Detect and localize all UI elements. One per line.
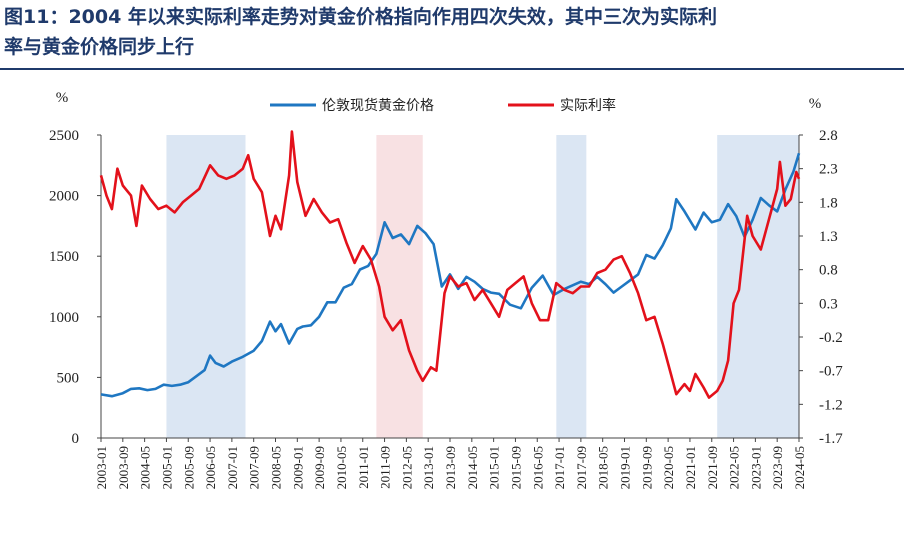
x-tick-label: 2011-09 — [378, 446, 393, 489]
left-tick-label: 500 — [57, 370, 80, 386]
x-tick-label: 2021-01 — [683, 446, 698, 489]
left-unit-label: % — [56, 90, 69, 106]
right-tick-label: 2.8 — [819, 128, 838, 144]
figure-title-line-1: 图11：2004 年以来实际利率走势对黄金价格指向作用四次失效，其中三次为实际利 — [4, 6, 717, 28]
left-tick-label: 2000 — [49, 189, 79, 205]
x-tick-label: 2023-09 — [770, 446, 785, 489]
x-tick-label: 2012-05 — [399, 446, 414, 489]
x-tick-label: 2008-05 — [269, 446, 284, 489]
right-tick-label: -1.7 — [819, 431, 843, 447]
figure-title-line-2: 率与黄金价格同步上行 — [4, 36, 195, 58]
x-tick-label: 2011-01 — [356, 446, 371, 489]
gold-vs-real-rate-chart: 2500 2000 1500 1000 500 0% 2.8 2.3 1.8 1.3 0.8 0.3 -… — [49, 90, 843, 489]
axes: 2500 2000 1500 1000 500 0% 2.8 2.3 1.8 1.3 0.8 0.3 -… — [49, 90, 843, 489]
x-tick-label: 2022-05 — [727, 446, 742, 489]
x-tick-label: 2005-01 — [159, 446, 174, 489]
x-tick-label: 2006-05 — [203, 446, 218, 489]
figure-title: 图11：2004 年以来实际利率走势对黄金价格指向作用四次失效，其中三次为实际利… — [4, 2, 900, 62]
x-tick-label: 2016-05 — [530, 446, 545, 489]
x-tick-label: 2005-09 — [181, 446, 196, 489]
right-tick-label: 0.8 — [819, 263, 838, 279]
shaded-period — [166, 135, 246, 438]
right-tick-label: 1.3 — [819, 229, 838, 245]
legend-gold-label: 伦敦现货黄金价格 — [322, 97, 434, 114]
series-lines — [99, 130, 801, 399]
x-tick-label: 2013-09 — [443, 446, 458, 489]
x-tick-label: 2019-09 — [639, 446, 654, 489]
x-tick-label: 2007-09 — [247, 446, 262, 489]
left-tick-label: 1000 — [49, 310, 79, 326]
x-tick-label: 2020-05 — [661, 446, 676, 489]
x-tick-label: 2018-05 — [596, 446, 611, 489]
left-tick-label: 1500 — [49, 249, 79, 265]
x-tick-label: 2015-09 — [508, 446, 523, 489]
x-tick-label: 2019-01 — [618, 446, 633, 489]
legend: 伦敦现货黄金价格 实际利率 — [270, 97, 616, 114]
legend-rate-label: 实际利率 — [560, 97, 616, 114]
shaded-periods — [166, 135, 799, 438]
shaded-period — [376, 135, 423, 438]
right-unit-label: % — [809, 96, 822, 112]
right-tick-label: -0.7 — [819, 364, 843, 380]
x-tick-label: 2023-01 — [748, 446, 763, 489]
x-tick-label: 2003-01 — [94, 446, 109, 489]
x-tick-label: 2024-05 — [792, 446, 807, 489]
left-tick-label: 2500 — [49, 128, 79, 144]
shaded-period — [717, 135, 799, 438]
right-tick-label: -0.2 — [819, 330, 843, 346]
gold-price-line — [100, 152, 801, 398]
x-tick-label: 2003-09 — [116, 446, 131, 489]
x-tick-label: 2021-09 — [705, 446, 720, 489]
right-tick-label: 2.3 — [819, 162, 838, 178]
x-tick-label: 2007-01 — [225, 446, 240, 489]
x-tick-label: 2009-01 — [290, 446, 305, 489]
right-tick-label: 1.8 — [819, 195, 838, 211]
x-tick-label: 2010-05 — [334, 446, 349, 489]
title-rule — [0, 68, 904, 70]
left-tick-label: 0 — [72, 431, 80, 447]
x-tick-label: 2015-01 — [487, 446, 502, 489]
x-tick-label: 2017-09 — [574, 446, 589, 489]
x-tick-label: 2009-09 — [312, 446, 327, 489]
right-tick-label: -1.2 — [819, 397, 843, 413]
x-tick-label: 2004-05 — [138, 446, 153, 489]
x-tick-label: 2014-05 — [465, 446, 480, 489]
right-tick-label: 0.3 — [819, 296, 838, 312]
x-tick-label: 2013-01 — [421, 446, 436, 489]
real-rate-line — [99, 130, 801, 399]
x-tick-label: 2017-01 — [552, 446, 567, 489]
